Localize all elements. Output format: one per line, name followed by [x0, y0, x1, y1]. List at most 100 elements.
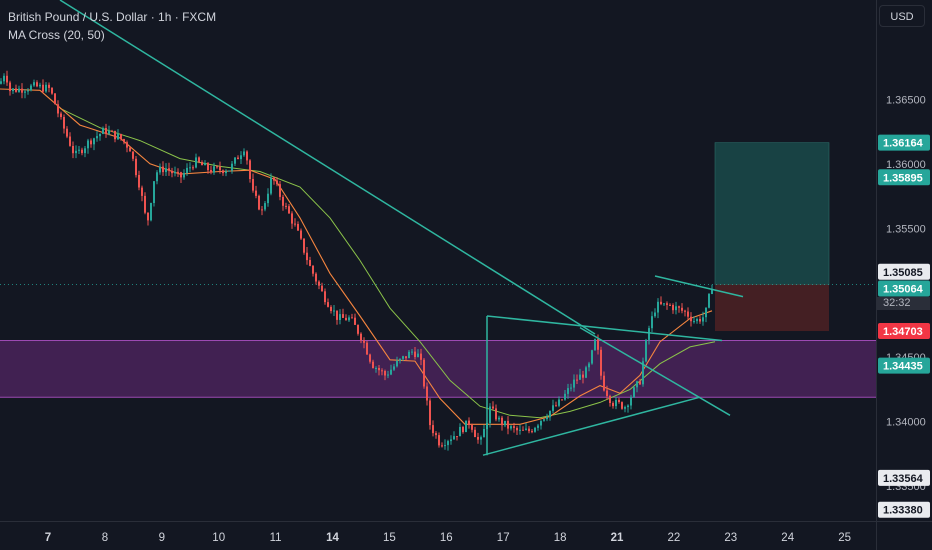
candle-body — [246, 151, 248, 161]
candle-body — [636, 381, 638, 388]
price-badge — [878, 357, 930, 374]
candle-body — [696, 319, 698, 322]
price-axis[interactable]: 1.365001.360001.355001.350001.345001.340… — [886, 94, 926, 493]
candle-body — [102, 128, 104, 134]
candle-body — [240, 155, 242, 160]
candle-body — [483, 429, 485, 438]
candle-body — [3, 75, 5, 82]
currency-button[interactable]: USD — [879, 5, 925, 27]
indicator-legend[interactable]: MA Cross (20, 50) — [8, 28, 105, 42]
candle-body — [186, 167, 188, 173]
candle-body — [204, 163, 206, 166]
candle-body — [645, 339, 647, 362]
candle-body — [603, 375, 605, 391]
bar-countdown: 32:32 — [877, 297, 930, 310]
candle-body — [615, 399, 617, 407]
candle-body — [21, 88, 23, 93]
time-tick-label: 18 — [554, 532, 567, 544]
time-tick-label: 15 — [383, 532, 396, 544]
candle-body — [159, 166, 161, 173]
candle-body — [258, 195, 260, 210]
candle-body — [498, 417, 500, 420]
candle-body — [354, 317, 356, 325]
candle-body — [465, 420, 467, 432]
price-tick-label: 1.36500 — [886, 94, 926, 106]
candle-body — [192, 167, 194, 169]
candle-body — [534, 427, 536, 432]
candle-body — [690, 316, 692, 322]
candle-body — [219, 166, 221, 171]
price-badge — [878, 169, 930, 186]
candle-body — [507, 420, 509, 429]
candle-body — [660, 301, 662, 305]
candle-body — [522, 429, 524, 431]
candle-body — [351, 317, 353, 319]
candle-body — [396, 360, 398, 367]
trendline[interactable] — [482, 396, 701, 456]
candle-body — [597, 339, 599, 350]
candle-body — [549, 410, 551, 418]
candle-body — [456, 436, 458, 438]
candle-body — [63, 117, 65, 129]
candle-body — [420, 353, 422, 360]
candle-body — [108, 130, 110, 134]
candle-body — [471, 425, 473, 430]
candle-body — [339, 314, 341, 320]
candle-body — [342, 314, 344, 318]
candle-body — [117, 134, 119, 140]
candle-body — [162, 166, 164, 173]
candle-body — [414, 351, 416, 357]
candle-body — [681, 307, 683, 311]
candle-body — [693, 321, 695, 323]
candle-body — [519, 429, 521, 431]
candle-body — [552, 405, 554, 411]
candle-body — [438, 435, 440, 446]
time-tick-label: 17 — [497, 532, 510, 544]
price-badge — [878, 469, 930, 486]
time-tick-label: 21 — [611, 532, 624, 544]
long-position-stop[interactable] — [715, 284, 829, 332]
candle-body — [705, 307, 707, 318]
candle-body — [387, 374, 389, 376]
candle-body — [54, 93, 56, 105]
candle-body — [60, 113, 62, 117]
trendline[interactable] — [654, 275, 744, 298]
trendlines-layer[interactable] — [59, 0, 744, 456]
candle-body — [18, 88, 20, 92]
time-tick-label: 25 — [838, 532, 851, 544]
candle-body — [348, 317, 350, 321]
price-badge-label: 1.33564 — [883, 473, 924, 485]
candle-body — [288, 206, 290, 214]
time-axis[interactable]: 7 8 9 10 11 14 15 16 17 18 21 22 23 24 25 — [45, 532, 851, 544]
candle-body — [147, 212, 149, 221]
trendline[interactable] — [486, 315, 723, 342]
candle-body — [357, 325, 359, 334]
trendline[interactable] — [579, 326, 731, 416]
candle-body — [222, 170, 224, 174]
candle-body — [441, 445, 443, 447]
candle-body — [225, 171, 227, 174]
candle-body — [417, 353, 419, 357]
candle-body — [216, 166, 218, 168]
candle-body — [120, 134, 122, 140]
price-tick-label: 1.36000 — [886, 159, 926, 171]
candle-body — [39, 84, 41, 87]
candle-body — [375, 368, 377, 369]
candle-body — [174, 171, 176, 174]
long-position-target[interactable] — [714, 142, 830, 285]
candle-body — [300, 230, 302, 239]
candle-body — [207, 163, 209, 171]
candle-body — [492, 406, 494, 409]
candle-body — [279, 184, 281, 197]
candle-body — [90, 140, 92, 145]
candle-body — [435, 433, 437, 436]
candle-body — [363, 340, 365, 343]
candle-body — [255, 190, 257, 196]
price-badge — [878, 323, 930, 339]
candle-body — [399, 358, 401, 361]
candle-body — [564, 393, 566, 400]
trendline[interactable] — [59, 0, 596, 335]
candle-body — [381, 370, 383, 372]
candle-body — [477, 437, 479, 440]
